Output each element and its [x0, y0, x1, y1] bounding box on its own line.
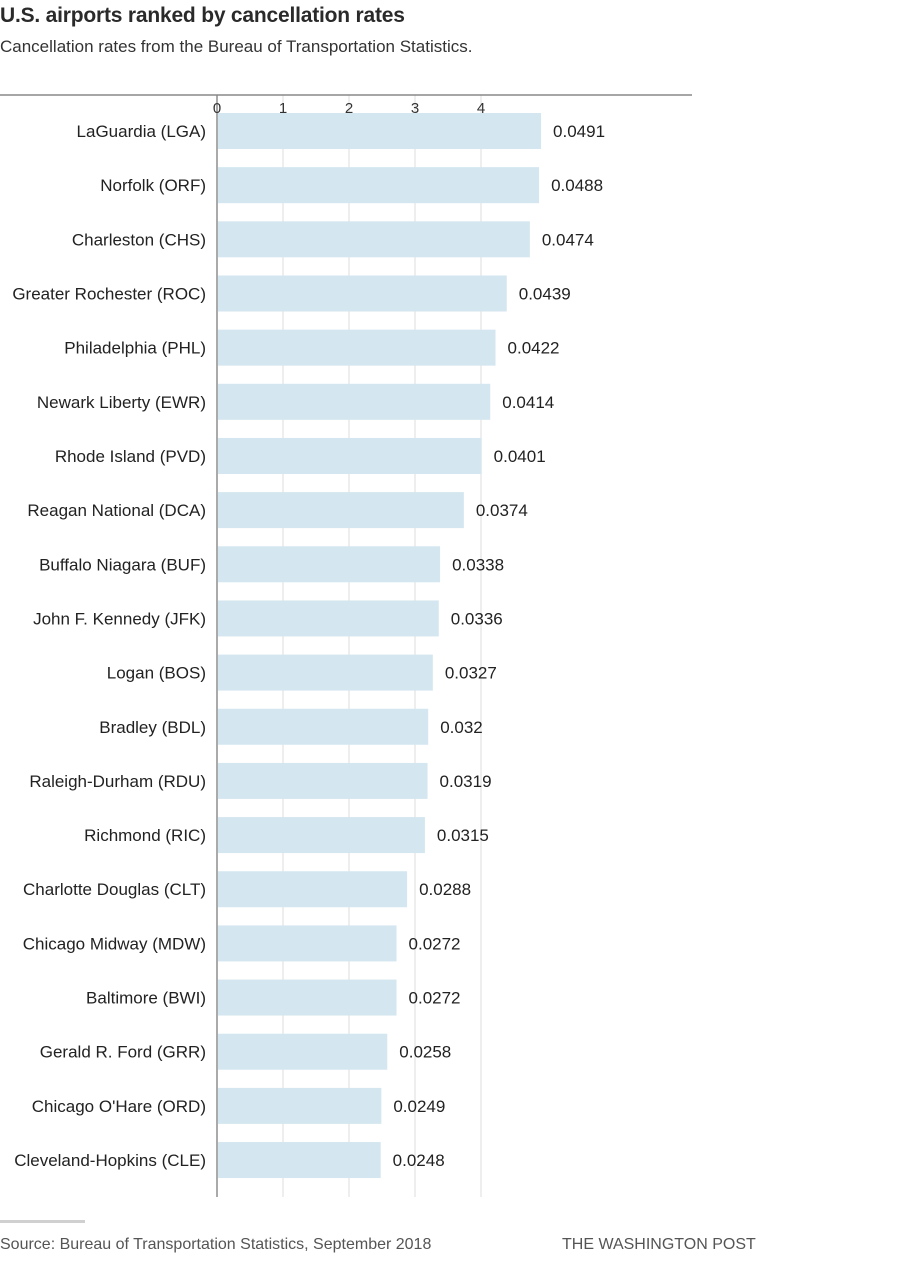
category-label: Buffalo Niagara (BUF) [39, 555, 206, 574]
value-label: 0.0338 [452, 555, 504, 574]
category-label: LaGuardia (LGA) [77, 122, 206, 141]
footer-divider [0, 1220, 85, 1223]
bar [218, 275, 507, 312]
source-note: Source: Bureau of Transportation Statist… [0, 1236, 432, 1253]
category-label: Chicago O'Hare (ORD) [32, 1097, 206, 1116]
category-label: Charleston (CHS) [72, 230, 206, 249]
value-label: 0.0401 [494, 447, 546, 466]
category-label: Rhode Island (PVD) [55, 447, 206, 466]
value-label: 0.0474 [542, 230, 594, 249]
value-label: 0.0288 [419, 880, 471, 899]
x-tick-label: 0 [213, 100, 221, 117]
category-label: Chicago Midway (MDW) [23, 934, 206, 953]
x-tick-label: 1 [279, 100, 287, 117]
value-label: 0.0374 [476, 501, 528, 520]
bar [218, 1033, 388, 1070]
bar [218, 817, 425, 854]
category-label: Reagan National (DCA) [27, 501, 206, 520]
category-label: Bradley (BDL) [99, 718, 206, 737]
category-label: Baltimore (BWI) [86, 989, 206, 1008]
bar [218, 654, 433, 691]
value-label: 0.0327 [445, 664, 497, 683]
bar [218, 329, 496, 366]
bar [218, 871, 408, 908]
bar [218, 113, 542, 149]
value-label: 0.0248 [393, 1151, 445, 1170]
category-label: Richmond (RIC) [84, 826, 206, 845]
bar [218, 546, 441, 583]
value-label: 0.0249 [393, 1097, 445, 1116]
category-label: Cleveland-Hopkins (CLE) [14, 1151, 206, 1170]
value-label: 0.0422 [508, 339, 560, 358]
x-tick-label: 3 [411, 100, 419, 117]
chart-title: U.S. airports ranked by cancellation rat… [0, 4, 405, 27]
category-label: Charlotte Douglas (CLT) [23, 880, 206, 899]
category-label: Philadelphia (PHL) [64, 339, 206, 358]
value-label: 0.0488 [551, 176, 603, 195]
bar [218, 1142, 381, 1179]
chart-subtitle: Cancellation rates from the Bureau of Tr… [0, 37, 473, 56]
category-label: Raleigh-Durham (RDU) [29, 772, 206, 791]
bar [218, 437, 482, 474]
bar [218, 762, 428, 799]
value-label: 0.0491 [553, 122, 605, 141]
value-label: 0.032 [440, 718, 483, 737]
x-tick-label: 4 [477, 100, 485, 117]
value-label: 0.0315 [437, 826, 489, 845]
value-label: 0.0439 [519, 284, 571, 303]
bar [218, 1087, 382, 1124]
value-label: 0.0272 [409, 989, 461, 1008]
value-label: 0.0414 [502, 393, 554, 412]
value-label: 0.0336 [451, 609, 503, 628]
bar [218, 979, 397, 1016]
category-label: Greater Rochester (ROC) [12, 284, 206, 303]
bar [218, 708, 429, 745]
bar [218, 600, 439, 637]
category-label: Gerald R. Ford (GRR) [40, 1043, 206, 1062]
bar [218, 383, 491, 420]
category-label: Norfolk (ORF) [100, 176, 206, 195]
value-label: 0.0258 [399, 1043, 451, 1062]
bar [218, 925, 397, 962]
publisher-credit: THE WASHINGTON POST [562, 1236, 756, 1253]
x-tick-label: 2 [345, 100, 353, 117]
value-label: 0.0319 [440, 772, 492, 791]
bar [218, 492, 464, 529]
category-label: Logan (BOS) [107, 664, 206, 683]
category-label: John F. Kennedy (JFK) [33, 609, 206, 628]
bar [218, 221, 530, 258]
category-label: Newark Liberty (EWR) [37, 393, 206, 412]
bar [218, 167, 540, 204]
value-label: 0.0272 [409, 934, 461, 953]
